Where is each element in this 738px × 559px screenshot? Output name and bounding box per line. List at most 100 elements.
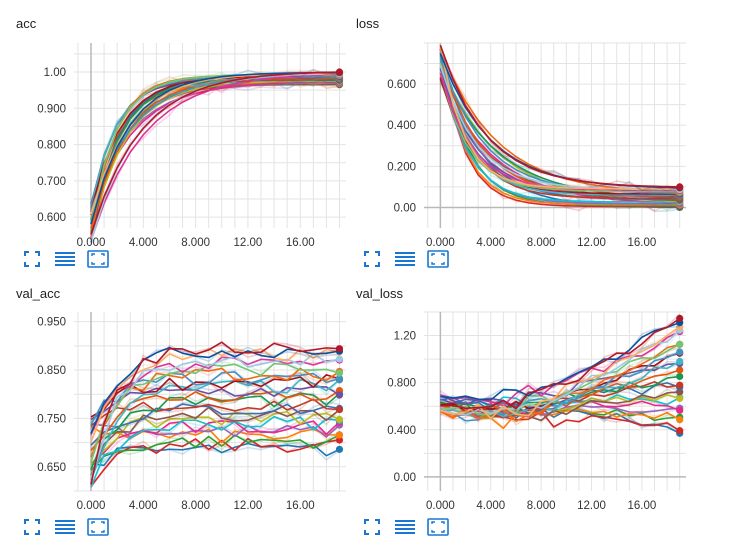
series-line <box>90 73 340 241</box>
x-tick-label: 8.000 <box>527 500 556 512</box>
x-tick-label: 0.000 <box>77 237 106 249</box>
series-line <box>90 72 340 215</box>
series-line <box>90 76 340 207</box>
series-end-point <box>676 340 684 348</box>
fit-domain-button[interactable] <box>361 249 383 269</box>
series-raw-line <box>90 387 340 451</box>
y-tick-label: 1.00 <box>44 67 66 79</box>
y-tick-label: 0.00 <box>394 472 416 484</box>
series-line <box>90 75 340 211</box>
series-raw-line <box>90 79 340 202</box>
series-line <box>90 403 340 446</box>
expand-chart-button[interactable] <box>87 249 109 269</box>
series-raw-line <box>90 73 340 232</box>
series-end-point <box>676 357 684 366</box>
series-raw-line <box>439 80 680 200</box>
series-raw-line <box>90 442 340 466</box>
fit-domain-button[interactable] <box>21 249 43 269</box>
series-line <box>90 353 340 479</box>
series-end-point <box>676 372 684 381</box>
series-end-point <box>335 391 344 399</box>
series-line <box>90 386 340 421</box>
series-end-point <box>676 314 684 322</box>
series-line <box>440 329 681 417</box>
series-raw-line <box>90 72 340 207</box>
chart-loss: 0.000 4.000 8.000 12.00 16.00 0.00 0.200 0.400 0… <box>387 42 686 249</box>
series-end-point <box>335 405 344 414</box>
chart-title: val_loss <box>356 286 403 301</box>
series-line <box>440 321 680 401</box>
y-tick-label: 0.800 <box>387 378 416 390</box>
expand-chart-icon <box>87 250 109 268</box>
series-raw-line <box>439 47 680 192</box>
fit-domain-icon <box>24 519 40 535</box>
y-tick-label: 0.400 <box>387 425 416 437</box>
y-tick-label: 0.800 <box>37 140 66 152</box>
y-tick-label: 0.650 <box>37 462 66 474</box>
fit-domain-button[interactable] <box>21 517 43 537</box>
series-line <box>90 78 340 240</box>
series-end-point <box>676 394 684 402</box>
series-line <box>90 71 340 235</box>
series-line <box>90 378 340 481</box>
x-tick-label: 12.00 <box>234 237 263 249</box>
toggle-log-scale-button[interactable] <box>394 517 416 537</box>
toggle-log-scale-button[interactable] <box>54 249 76 269</box>
chart-val_loss: 0.000 4.000 8.000 12.00 16.00 0.00 0.400 0.800 1… <box>387 311 686 512</box>
expand-chart-button[interactable] <box>427 249 449 269</box>
series-raw-line <box>90 79 340 234</box>
series-raw-line <box>90 430 340 472</box>
series-raw-line <box>90 73 340 229</box>
series-line <box>90 392 340 470</box>
x-tick-label: 12.00 <box>234 500 263 512</box>
series-line <box>439 46 680 190</box>
series-raw-line <box>90 395 340 423</box>
x-tick-label: 4.000 <box>129 500 158 512</box>
series-end-point <box>335 355 344 363</box>
expand-chart-button[interactable] <box>87 517 109 537</box>
series-line <box>90 415 340 488</box>
series-raw-line <box>90 72 340 209</box>
toggle-log-scale-button[interactable] <box>394 249 416 269</box>
x-tick-label: 4.000 <box>476 237 505 249</box>
y-tick-label: 0.600 <box>37 212 66 224</box>
y-tick-label: 0.600 <box>387 79 416 91</box>
series-line <box>439 48 680 208</box>
series-line <box>90 80 340 241</box>
series-raw-line <box>90 79 340 208</box>
chart-title: val_acc <box>16 286 61 301</box>
series-raw-line <box>90 73 340 208</box>
fit-domain-icon <box>364 251 380 267</box>
y-tick-label: 0.200 <box>387 161 416 173</box>
series-raw-line <box>90 76 340 239</box>
series-line <box>439 51 680 206</box>
series-line <box>90 437 340 487</box>
x-tick-label: 8.000 <box>181 237 210 249</box>
series-end-point <box>335 68 344 76</box>
toggle-log-scale-button[interactable] <box>54 517 76 537</box>
series-line <box>90 420 341 465</box>
chart-toolbar-loss <box>361 249 449 269</box>
series-line <box>440 317 681 410</box>
series-raw-line <box>90 383 340 420</box>
series-end-point <box>335 415 344 423</box>
expand-chart-button[interactable] <box>427 517 449 537</box>
x-tick-label: 0.000 <box>426 237 455 249</box>
series-line <box>439 44 680 188</box>
series-raw-line <box>440 388 681 423</box>
chart-toolbar-val-acc <box>21 517 109 537</box>
series-end-point <box>676 416 684 424</box>
x-tick-label: 16.00 <box>286 237 315 249</box>
fit-domain-button[interactable] <box>361 517 383 537</box>
series-line <box>90 434 340 472</box>
series-end-point <box>335 436 344 444</box>
x-tick-label: 4.000 <box>129 237 158 249</box>
series-raw-line <box>440 325 680 403</box>
x-tick-label: 0.000 <box>77 500 106 512</box>
chart-title: acc <box>16 16 37 31</box>
series-line <box>90 75 340 211</box>
y-tick-label: 0.950 <box>37 317 66 329</box>
y-tick-label: 0.400 <box>387 120 416 132</box>
series-line <box>90 80 340 234</box>
